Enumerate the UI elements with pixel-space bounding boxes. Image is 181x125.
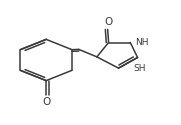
Text: SH: SH: [133, 64, 146, 73]
Text: O: O: [42, 97, 50, 107]
Text: O: O: [104, 17, 112, 27]
Text: NH: NH: [135, 38, 149, 47]
